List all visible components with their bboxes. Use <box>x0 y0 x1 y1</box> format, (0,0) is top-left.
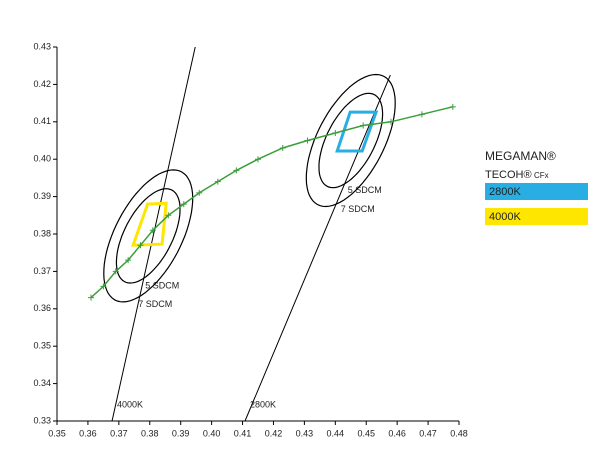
locus-marker <box>214 178 221 185</box>
isotherm-line <box>111 46 196 422</box>
sdcm-label: 5 SDCM <box>348 185 382 195</box>
y-tick-label: 0.35 <box>33 341 51 351</box>
locus-marker <box>125 257 132 264</box>
x-tick-label: 0.48 <box>450 428 468 438</box>
sdcm-label: 7 SDCM <box>341 204 375 214</box>
isotherm-label: 2800K <box>250 399 276 409</box>
locus-marker <box>418 111 425 118</box>
y-tick-label: 0.43 <box>33 41 51 51</box>
locus-marker <box>449 103 456 110</box>
tolerance-quad <box>335 110 379 153</box>
legend-subtitle: TECOH® <box>485 169 532 181</box>
x-tick-label: 0.45 <box>357 428 375 438</box>
locus-marker <box>165 212 172 219</box>
legend-swatch <box>485 183 588 200</box>
x-tick-label: 0.44 <box>327 428 345 438</box>
sdcm-ellipse <box>115 188 181 284</box>
y-tick-label: 0.37 <box>33 266 51 276</box>
x-tick-label: 0.42 <box>265 428 283 438</box>
locus-marker <box>233 167 240 174</box>
locus-marker <box>137 242 144 249</box>
x-tick-label: 0.37 <box>110 428 128 438</box>
y-tick-label: 0.42 <box>33 79 51 89</box>
locus-marker <box>387 118 394 125</box>
locus-marker <box>180 201 187 208</box>
sdcm-ellipse <box>305 73 396 208</box>
locus-marker <box>332 130 339 137</box>
y-tick-label: 0.40 <box>33 154 51 164</box>
x-tick-label: 0.35 <box>48 428 66 438</box>
locus-marker <box>196 189 203 196</box>
sdcm-ellipse <box>103 169 194 303</box>
x-tick-label: 0.40 <box>203 428 221 438</box>
locus-marker <box>149 227 156 234</box>
x-tick-label: 0.43 <box>296 428 314 438</box>
locus-marker <box>279 144 286 151</box>
x-tick-label: 0.39 <box>172 428 190 438</box>
sdcm-ellipse <box>318 92 384 189</box>
planckian-locus <box>90 106 453 299</box>
y-tick-label: 0.39 <box>33 191 51 201</box>
legend-subtitle-suffix: CFx <box>534 171 549 180</box>
x-tick-label: 0.38 <box>141 428 159 438</box>
y-tick-label: 0.33 <box>33 415 51 425</box>
locus-marker <box>304 137 311 144</box>
sdcm-label: 7 SDCM <box>138 299 172 309</box>
locus-marker <box>112 268 119 275</box>
tolerance-quad <box>130 201 168 247</box>
legend-label: 4000K <box>489 211 521 223</box>
legend-label: 2800K <box>489 186 521 198</box>
locus-marker <box>88 294 95 301</box>
x-tick-label: 0.46 <box>388 428 406 438</box>
y-tick-label: 0.41 <box>33 116 51 126</box>
locus-marker <box>255 156 261 163</box>
locus-marker <box>100 283 107 290</box>
x-tick-label: 0.47 <box>419 428 437 438</box>
legend-title: MEGAMAN® <box>485 149 556 163</box>
y-tick-label: 0.34 <box>33 378 51 388</box>
isotherm-label: 4000K <box>117 399 143 409</box>
locus-marker <box>360 122 367 129</box>
legend-swatch <box>485 208 588 225</box>
y-tick-label: 0.36 <box>33 303 51 313</box>
x-tick-label: 0.36 <box>79 428 97 438</box>
y-tick-label: 0.38 <box>33 228 51 238</box>
sdcm-label: 5 SDCM <box>145 280 179 290</box>
x-tick-label: 0.41 <box>234 428 252 438</box>
isotherm-line <box>244 74 391 422</box>
